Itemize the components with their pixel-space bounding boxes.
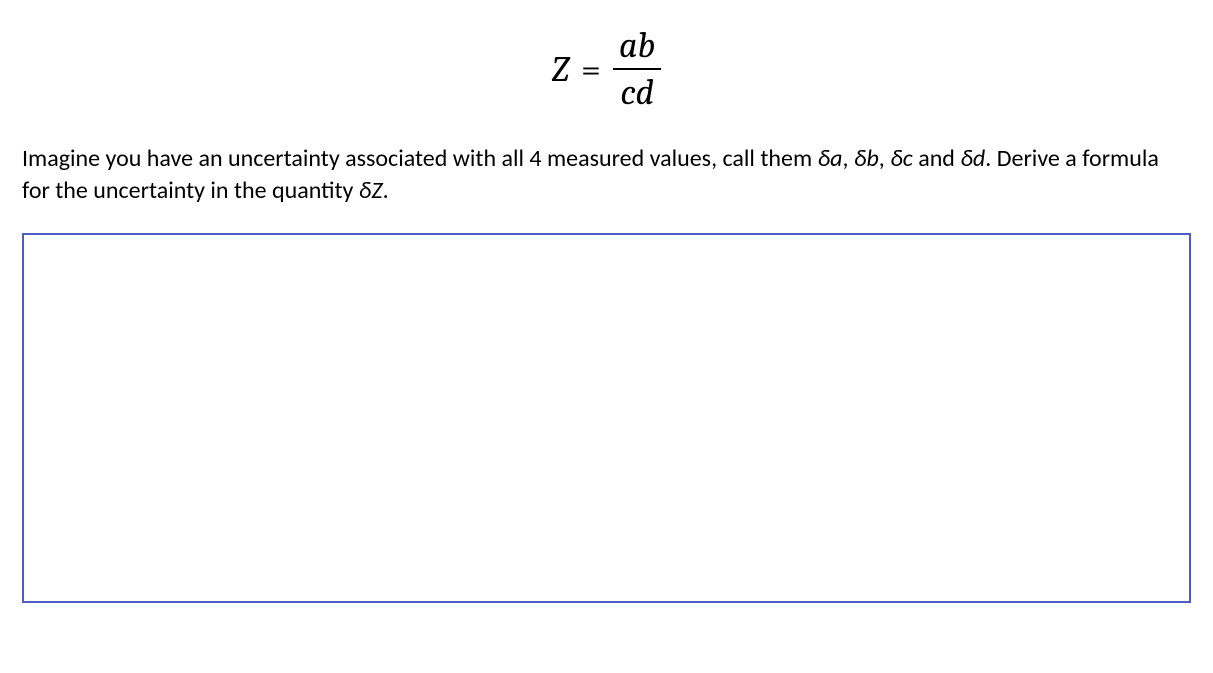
problem-statement: Imagine you have an uncertainty associat… (22, 143, 1191, 208)
fraction-denominator: cd (614, 70, 660, 113)
separator-1: , (842, 144, 853, 173)
equation-equals: = (581, 49, 601, 90)
separator-3: and (913, 144, 961, 173)
equation-container: Z = ab cd (22, 25, 1191, 113)
variable-delta-d: δd (960, 144, 985, 173)
variable-delta-b: δb (854, 144, 879, 173)
problem-text-3: . (383, 176, 389, 205)
equation: Z = ab cd (552, 25, 662, 113)
variable-delta-a: δa (818, 144, 843, 173)
problem-text-1: Imagine you have an uncertainty associat… (22, 144, 818, 173)
variable-delta-c: δc (890, 144, 913, 173)
separator-2: , (879, 144, 890, 173)
equation-lhs: Z (552, 49, 569, 90)
equation-fraction: ab cd (613, 25, 661, 113)
answer-input-box[interactable] (22, 233, 1191, 603)
variable-delta-z: δZ (359, 176, 383, 205)
fraction-numerator: ab (613, 25, 661, 68)
